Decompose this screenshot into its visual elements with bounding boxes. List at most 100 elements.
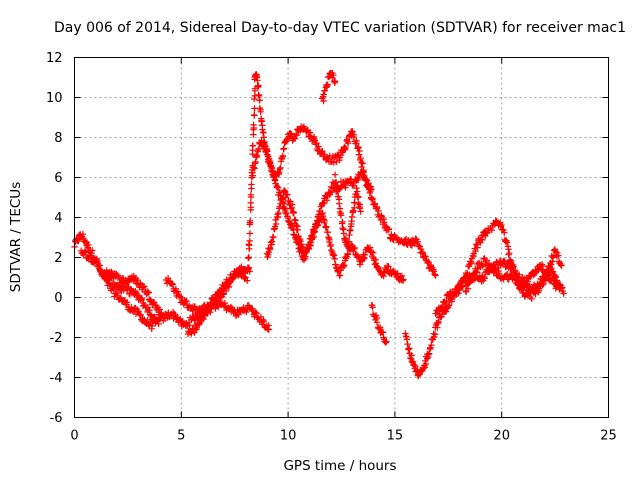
data-point bbox=[235, 311, 242, 318]
data-point bbox=[549, 258, 556, 265]
data-point bbox=[481, 275, 489, 282]
data-point bbox=[348, 213, 356, 221]
data-point bbox=[275, 209, 282, 217]
data-point bbox=[342, 184, 349, 191]
data-point bbox=[350, 131, 358, 139]
data-point bbox=[310, 227, 318, 234]
data-point bbox=[246, 237, 253, 245]
data-point bbox=[255, 145, 262, 152]
data-point bbox=[410, 239, 418, 246]
data-point bbox=[194, 309, 201, 316]
y-tick-label: 2 bbox=[54, 251, 62, 266]
data-point bbox=[469, 276, 476, 283]
data-point bbox=[315, 143, 322, 150]
data-point bbox=[501, 229, 508, 236]
data-point bbox=[339, 224, 346, 232]
data-point bbox=[368, 196, 376, 203]
data-point bbox=[327, 189, 334, 196]
data-point bbox=[455, 290, 462, 297]
data-point bbox=[374, 263, 381, 271]
data-point bbox=[252, 158, 259, 166]
data-point bbox=[483, 257, 490, 264]
data-point bbox=[249, 172, 257, 179]
data-point bbox=[429, 336, 437, 343]
data-point bbox=[307, 239, 314, 246]
series-track-j bbox=[331, 171, 364, 250]
data-point bbox=[351, 244, 358, 252]
data-point bbox=[354, 252, 361, 260]
data-point bbox=[500, 257, 508, 265]
data-point bbox=[400, 276, 407, 283]
data-point bbox=[432, 272, 439, 279]
data-point bbox=[349, 128, 356, 135]
data-point bbox=[294, 226, 301, 234]
data-point bbox=[244, 277, 251, 284]
data-point bbox=[320, 91, 327, 98]
data-point bbox=[355, 194, 362, 201]
data-point bbox=[353, 184, 360, 192]
data-point bbox=[422, 360, 430, 368]
data-point bbox=[346, 247, 354, 254]
data-point bbox=[442, 300, 449, 307]
data-point bbox=[135, 308, 142, 315]
data-point bbox=[217, 289, 225, 297]
data-point bbox=[385, 226, 393, 233]
data-point bbox=[430, 330, 437, 337]
grid-lines bbox=[74, 57, 609, 418]
data-point bbox=[337, 212, 345, 219]
data-point bbox=[421, 364, 428, 371]
data-point bbox=[256, 105, 263, 112]
data-point bbox=[281, 187, 288, 194]
data-point bbox=[210, 298, 217, 305]
data-point bbox=[123, 299, 131, 306]
data-point bbox=[361, 251, 369, 258]
data-point bbox=[349, 208, 357, 215]
data-point bbox=[351, 199, 358, 206]
data-point bbox=[200, 315, 207, 323]
data-point bbox=[321, 87, 328, 94]
data-point bbox=[245, 254, 252, 262]
data-point bbox=[128, 304, 135, 311]
data-point bbox=[89, 247, 96, 254]
data-point bbox=[320, 97, 327, 105]
data-point bbox=[279, 152, 287, 159]
data-point bbox=[261, 138, 268, 146]
data-point bbox=[258, 117, 265, 124]
data-point bbox=[141, 283, 148, 290]
data-point bbox=[236, 266, 244, 273]
data-point bbox=[463, 271, 470, 279]
data-point bbox=[331, 78, 339, 85]
data-point bbox=[344, 251, 352, 258]
data-point bbox=[558, 262, 565, 269]
data-point bbox=[249, 142, 256, 149]
data-point bbox=[287, 205, 295, 212]
data-point bbox=[313, 139, 320, 147]
data-point bbox=[265, 248, 273, 256]
data-point bbox=[309, 231, 316, 239]
series-track-k bbox=[402, 257, 563, 379]
plot-frame bbox=[74, 57, 609, 418]
data-point bbox=[146, 307, 153, 314]
data-point bbox=[287, 130, 294, 137]
y-tick-label: -6 bbox=[50, 411, 63, 426]
data-point bbox=[369, 304, 376, 311]
data-point bbox=[244, 264, 252, 271]
data-point bbox=[473, 268, 480, 276]
data-point bbox=[303, 249, 310, 256]
data-point bbox=[326, 236, 333, 243]
data-point bbox=[361, 175, 369, 183]
x-tick-label: 25 bbox=[600, 429, 617, 444]
data-point bbox=[495, 270, 503, 277]
data-point bbox=[275, 184, 282, 191]
data-point bbox=[137, 295, 144, 303]
series-track-c bbox=[103, 267, 168, 322]
data-point bbox=[389, 235, 396, 242]
data-point bbox=[246, 230, 254, 237]
data-point bbox=[555, 252, 562, 259]
data-point bbox=[321, 217, 328, 224]
data-point bbox=[345, 140, 352, 147]
data-point bbox=[355, 200, 362, 208]
data-point bbox=[464, 270, 471, 277]
data-point bbox=[398, 272, 405, 280]
